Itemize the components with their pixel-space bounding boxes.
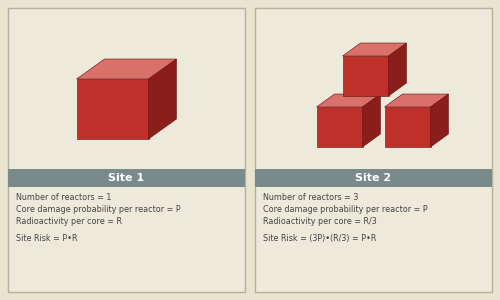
Polygon shape: [76, 79, 148, 139]
Polygon shape: [362, 94, 380, 147]
Text: Radioactivity per core = R/3: Radioactivity per core = R/3: [263, 217, 377, 226]
Polygon shape: [342, 43, 406, 56]
Text: Number of reactors = 1: Number of reactors = 1: [16, 193, 112, 202]
Text: Radioactivity per core = R: Radioactivity per core = R: [16, 217, 122, 226]
Text: Site Risk = P•R: Site Risk = P•R: [16, 234, 78, 243]
Text: Core damage probability per reactor = P: Core damage probability per reactor = P: [16, 205, 180, 214]
Polygon shape: [148, 59, 176, 139]
Polygon shape: [316, 107, 362, 147]
Polygon shape: [316, 94, 380, 107]
FancyBboxPatch shape: [255, 169, 492, 187]
Text: Site 1: Site 1: [108, 173, 144, 183]
Text: Core damage probability per reactor = P: Core damage probability per reactor = P: [263, 205, 428, 214]
Polygon shape: [76, 59, 176, 79]
Polygon shape: [388, 43, 406, 96]
Polygon shape: [384, 94, 448, 107]
Text: Number of reactors = 3: Number of reactors = 3: [263, 193, 358, 202]
Text: Site 2: Site 2: [356, 173, 392, 183]
Polygon shape: [342, 56, 388, 96]
FancyBboxPatch shape: [8, 8, 245, 292]
Text: Site Risk = (3P)•(R/3) = P•R: Site Risk = (3P)•(R/3) = P•R: [263, 234, 376, 243]
FancyBboxPatch shape: [255, 8, 492, 292]
Polygon shape: [430, 94, 448, 147]
Polygon shape: [384, 107, 430, 147]
FancyBboxPatch shape: [8, 169, 245, 187]
